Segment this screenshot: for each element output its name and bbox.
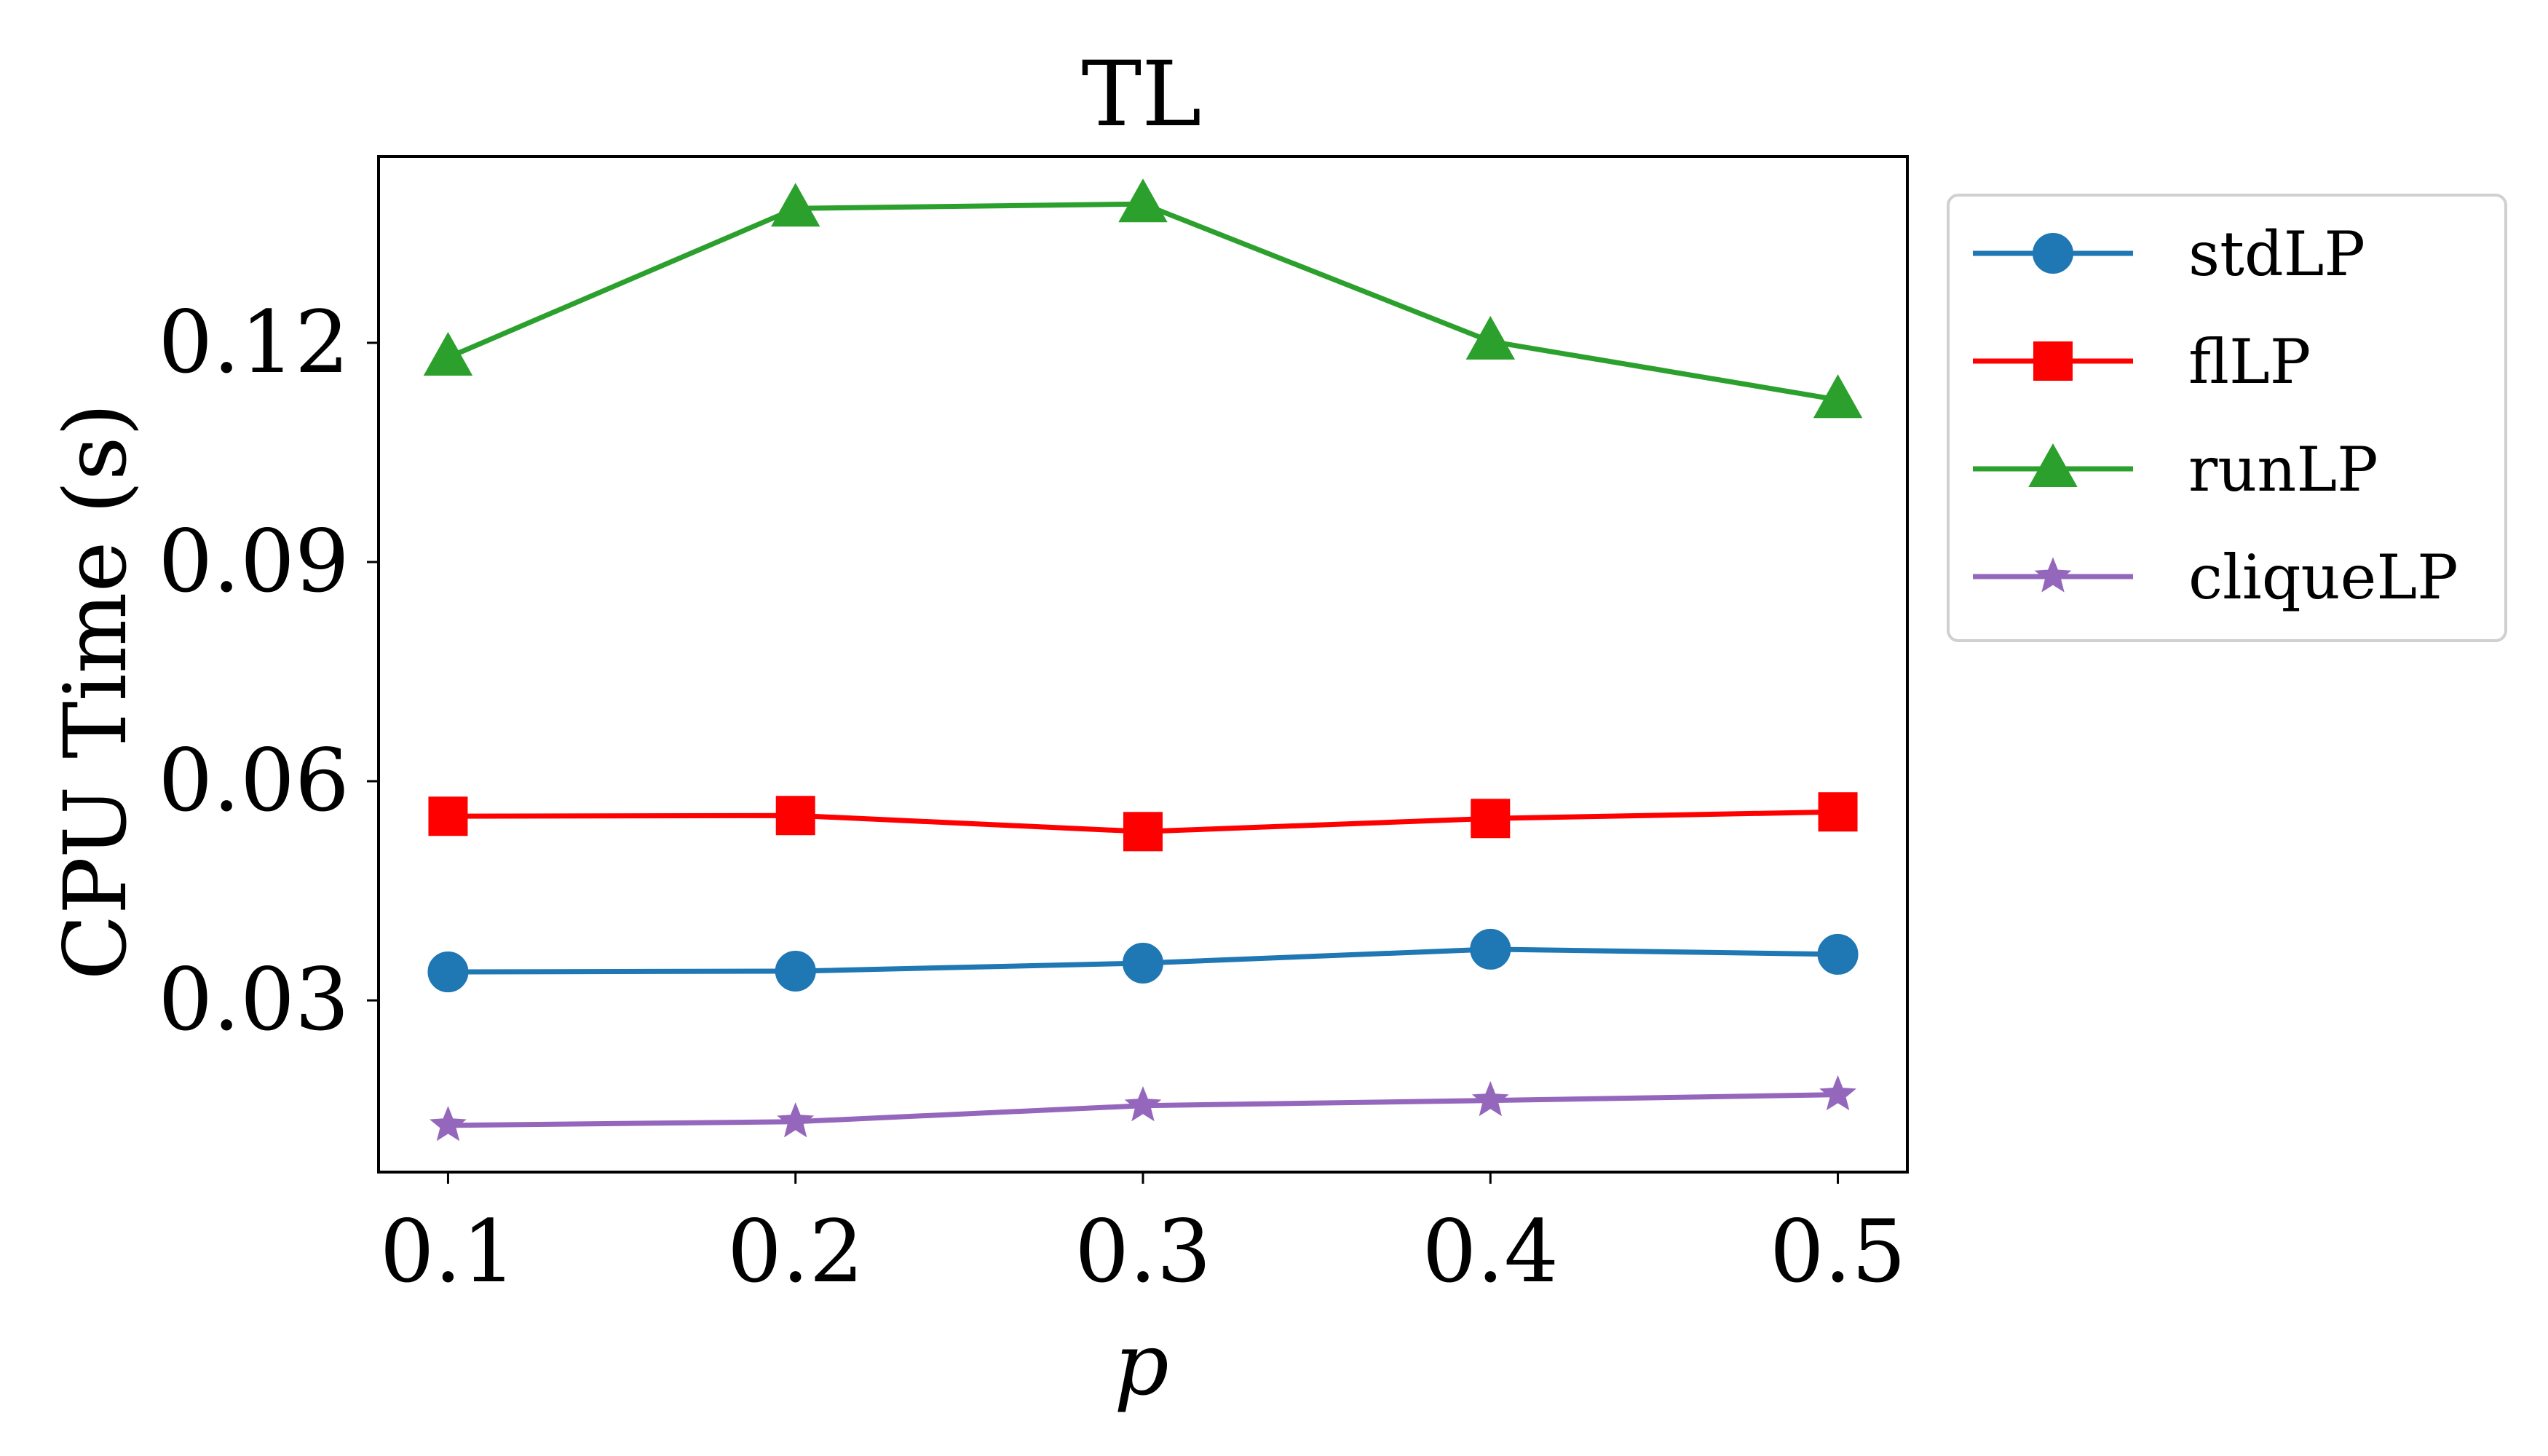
data-point-stdLP	[427, 951, 469, 993]
series-stdLP	[427, 928, 1859, 993]
x-tick-label: 0.4	[1422, 1201, 1559, 1302]
x-tick-label: 0.3	[1075, 1201, 1211, 1302]
data-point-runLP	[1813, 374, 1863, 419]
y-tick-label: 0.06	[158, 730, 349, 831]
data-point-runLP	[1118, 178, 1168, 223]
data-point-flLP	[1123, 812, 1163, 852]
data-point-stdLP	[1123, 942, 1163, 984]
legend-marker	[2028, 443, 2078, 487]
x-tick-label: 0.5	[1770, 1201, 1907, 1302]
legend-marker	[2034, 557, 2072, 593]
legend-label: stdLP	[2188, 218, 2365, 290]
legend-entry-cliqueLP: cliqueLP	[1973, 542, 2458, 613]
x-tick-label: 0.1	[380, 1201, 517, 1302]
legend-entry-flLP: flLP	[1973, 326, 2311, 397]
x-tick-label: 0.2	[727, 1201, 864, 1302]
data-point-runLP	[771, 183, 820, 227]
data-point-runLP	[1465, 315, 1515, 360]
y-axis: 0.03 0.06 0.09 0.12	[158, 292, 379, 1050]
plot-area	[377, 155, 1909, 1174]
x-axis-label: p	[1114, 1314, 1169, 1415]
data-point-flLP	[1471, 799, 1511, 839]
legend-box	[1947, 194, 2507, 642]
legend-entry-runLP: runLP	[1973, 434, 2378, 505]
y-tick-label: 0.03	[158, 949, 349, 1050]
legend-label: runLP	[2188, 434, 2378, 505]
legend-label: cliqueLP	[2188, 542, 2458, 613]
data-point-cliqueLP	[430, 1106, 467, 1142]
legend-marker	[2033, 341, 2073, 381]
data-point-flLP	[428, 796, 468, 836]
data-point-stdLP	[1817, 933, 1859, 975]
y-tick-label: 0.09	[158, 511, 349, 612]
series-runLP	[423, 178, 1863, 419]
series-flLP	[428, 792, 1858, 852]
y-axis-label: CPU Time (s)	[45, 403, 146, 981]
chart-title: TL	[1081, 42, 1201, 147]
data-point-flLP	[775, 796, 815, 836]
legend-entry-stdLP: stdLP	[1973, 218, 2365, 290]
legend: stdLP flLP runLP cliqueLP	[1947, 194, 2507, 642]
y-tick-label: 0.12	[158, 292, 349, 392]
series-cliqueLP	[430, 1075, 1856, 1142]
data-point-cliqueLP	[1471, 1080, 1509, 1117]
legend-marker	[2033, 233, 2073, 274]
data-point-runLP	[423, 331, 473, 376]
data-point-stdLP	[1470, 928, 1511, 970]
data-point-cliqueLP	[1819, 1075, 1856, 1111]
data-point-cliqueLP	[1124, 1086, 1162, 1122]
data-point-flLP	[1818, 792, 1858, 832]
data-point-cliqueLP	[777, 1102, 815, 1138]
legend-label: flLP	[2188, 326, 2311, 397]
data-point-stdLP	[775, 951, 816, 992]
x-axis: 0.1 0.2 0.3 0.4 0.5	[380, 1172, 1907, 1302]
